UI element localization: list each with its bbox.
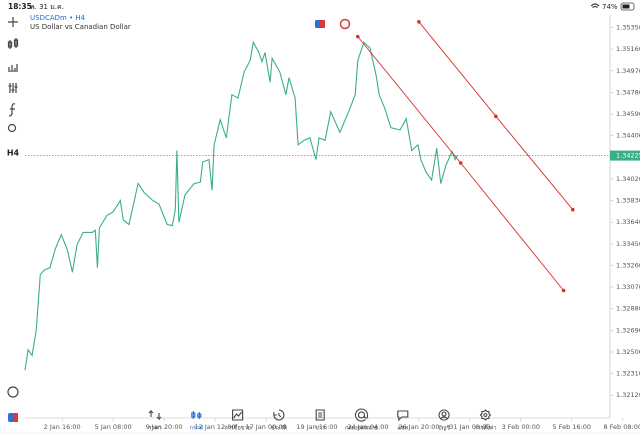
battery-icon [620,2,635,11]
wifi-icon [590,3,600,8]
price-line [24,40,459,371]
nav-label: ประวัติ [271,425,287,432]
nav-label: กล่องจดหมาย [345,426,378,432]
y-tick-label: 1.34590 [616,110,640,118]
one-click-icon-half [320,20,325,28]
y-tick-label: 1.35160 [616,45,640,53]
signal-icon[interactable] [339,18,351,30]
x-tick-label: 26 Jan 20:00 [398,423,439,431]
x-tick-label: 24 Jan 04:00 [347,423,388,431]
current-price-label: 1.34225 [616,152,640,160]
x-tick-label: 3 Feb 00:00 [502,423,541,431]
nav-item[interactable]: ข่าว [315,409,325,432]
objects-tool[interactable] [8,83,18,93]
nav-item[interactable]: การซื้อขาย [224,409,251,432]
trade-icon-half [13,413,18,422]
x-tick-label: 8 Feb 08:00 [603,423,640,431]
nav-icon [397,410,409,422]
x-tick-label: 12 Jan 12:00 [194,423,235,431]
shapes-tool[interactable] [7,123,17,133]
nav-item[interactable]: แชท [397,410,409,432]
status-time: 18:35 [8,2,32,11]
nav-label: ราคา [149,426,162,432]
x-tick-label: 31 Jan 08:00 [449,423,490,431]
nav-item[interactable]: กล่องจดหมาย [345,408,378,432]
symbol-description: US Dollar vs Canadian Dollar [30,23,131,31]
symbol[interactable]: USDCADm • H4 [30,14,86,22]
nav-icon [191,411,202,419]
nav-icon [232,409,244,421]
y-tick-label: 1.32690 [616,326,640,334]
x-tick-label: 2 Jan 16:00 [44,423,81,431]
status-date: พ. 31 ม.ค. [30,3,64,11]
indicator-icon[interactable] [7,386,19,398]
nav-label: บัญชี [438,425,450,432]
x-tick-label: 19 Jan 16:00 [296,423,337,431]
nav-icon [273,409,285,421]
y-tick-label: 1.34970 [616,67,640,75]
crosshair-tool[interactable] [8,17,18,27]
left-toolbar: H4 [7,17,20,422]
status-battery: 74% [602,3,618,11]
nav-icon [315,409,325,421]
y-tick-label: 1.34020 [616,175,640,183]
function-tool[interactable] [8,103,16,117]
nav-item[interactable]: กราฟ [190,411,203,432]
nav-label: แชท [397,425,408,432]
nav-item[interactable]: ราคา [148,409,162,432]
indicators-tool[interactable] [8,64,18,72]
trendline-handle [355,34,360,39]
nav-icon [354,408,369,422]
nav-icon [479,409,492,421]
y-tick-label: 1.34400 [616,132,640,140]
y-tick-label: 1.33830 [616,197,640,205]
nav-item[interactable]: ประวัติ [271,409,287,432]
trendline-handle [417,20,421,24]
nav-icon [438,409,450,421]
battery-level [622,4,630,9]
nav-item[interactable]: การตั้งค่า [474,409,497,432]
x-tick-label: 5 Jan 08:00 [95,423,132,431]
y-tick-label: 1.33450 [616,240,640,248]
x-tick-label: 17 Jan 00:00 [245,423,286,431]
nav-label: กราฟ [190,425,203,432]
nav-label: ข่าว [315,426,325,432]
nav-label: การตั้งค่า [474,424,496,432]
y-tick-label: 1.33260 [616,261,640,269]
y-tick-label: 1.33640 [616,218,640,226]
nav-item[interactable]: บัญชี [438,409,450,432]
y-tick-label: 1.33070 [616,283,640,291]
nav-icon [148,409,162,421]
chart-type-tool[interactable] [7,38,19,49]
y-tick-label: 1.35350 [616,24,640,32]
y-tick-label: 1.32120 [616,391,640,399]
trendline-handle [571,207,575,212]
x-tick-label: 9 Jan 20:00 [146,423,183,431]
y-tick-label: 1.32310 [616,370,640,378]
timeframe[interactable]: H4 [7,149,20,158]
y-tick-label: 1.32500 [616,348,640,356]
current-price-box [610,150,640,161]
nav-label: การซื้อขาย [224,424,250,432]
y-tick-label: 1.34780 [616,88,640,96]
trendline-handle [494,114,498,119]
trendline-handle [458,161,463,165]
trendline-handle [561,288,566,293]
y-tick-label: 1.32880 [616,305,640,313]
x-tick-label: 5 Feb 16:00 [553,423,592,431]
